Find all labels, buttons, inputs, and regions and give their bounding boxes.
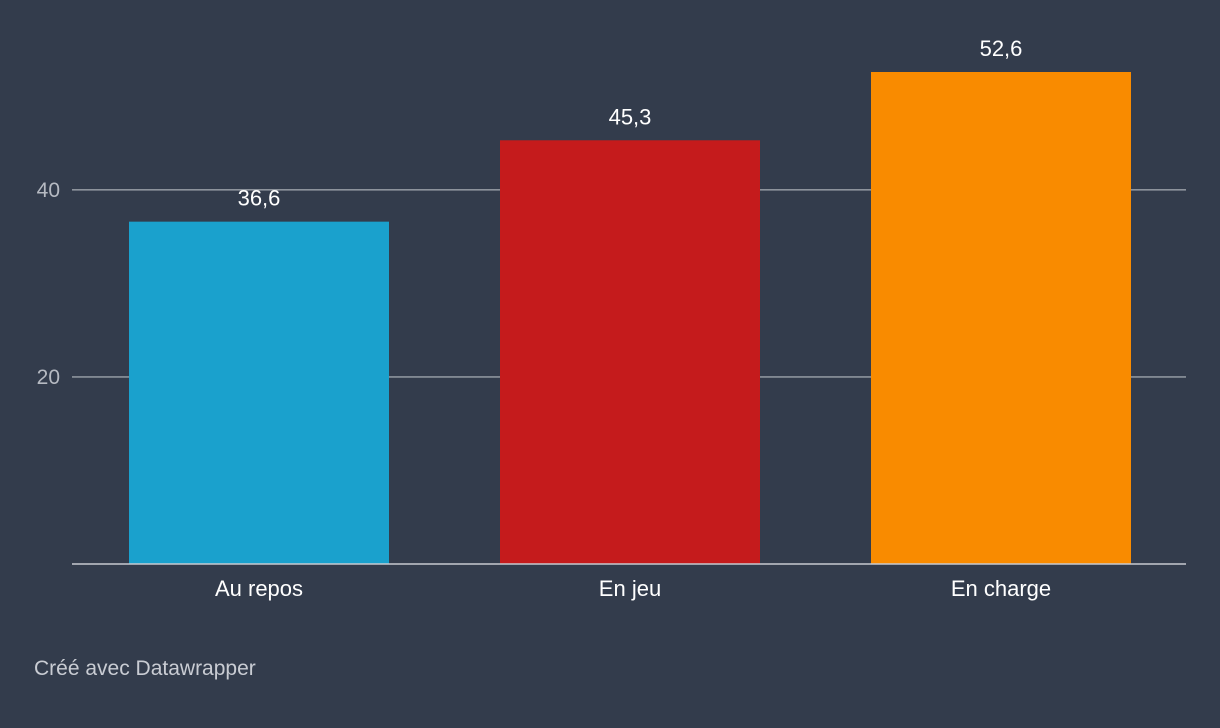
value-label: 36,6 bbox=[238, 186, 281, 211]
x-tick-label: En charge bbox=[951, 576, 1051, 601]
bar-au-repos bbox=[129, 221, 389, 565]
bar-en-charge bbox=[871, 72, 1131, 564]
y-tick-label: 40 bbox=[37, 179, 60, 202]
x-tick-label: En jeu bbox=[599, 576, 661, 601]
y-tick-label: 20 bbox=[37, 366, 60, 389]
value-label: 52,6 bbox=[980, 36, 1023, 61]
bars bbox=[129, 72, 1131, 565]
x-tick-label: Au repos bbox=[215, 576, 303, 601]
labels: 20 40 36,6 Au repos 45,3 En jeu 52,6 En charge bbox=[37, 36, 1186, 601]
bar-en-jeu bbox=[500, 140, 760, 564]
value-label: 45,3 bbox=[609, 104, 652, 129]
credit-text: Créé avec Datawrapper bbox=[34, 657, 256, 680]
